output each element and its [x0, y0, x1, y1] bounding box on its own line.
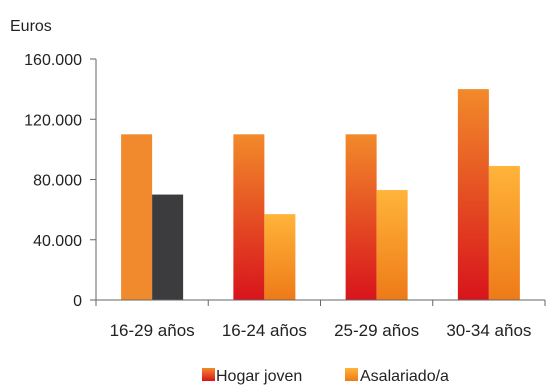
- y-tick-label: 120.000: [24, 112, 82, 129]
- bar-hogar-joven-4: [457, 89, 489, 300]
- bar-hogar-joven-3: [345, 134, 377, 300]
- bar-asalariado-3: [376, 190, 408, 300]
- x-category-label: 25-29 años: [334, 321, 419, 340]
- y-tick-label: 0: [73, 293, 82, 310]
- y-axis-unit-label: Euros: [10, 18, 52, 35]
- legend-label-hogar-joven: Hogar joven: [216, 368, 302, 385]
- bars-group: [121, 89, 520, 300]
- x-axis-labels: 16-29 años 16-24 años 25-29 años 30-34 años: [95, 300, 546, 340]
- bar-asalariado-1: [152, 194, 184, 300]
- bar-asalariado-2: [264, 214, 296, 300]
- y-tick-label: 40.000: [33, 233, 82, 250]
- y-axis-ticks: 0 40.000 80.000 120.000 160.000: [24, 52, 96, 310]
- x-category-label: 16-29 años: [110, 321, 195, 340]
- legend-swatch-asalariado: [345, 368, 358, 381]
- y-tick-label: 80.000: [33, 173, 82, 190]
- bar-asalariado-4: [488, 165, 520, 300]
- y-tick-label: 160.000: [24, 52, 82, 69]
- legend-swatch-hogar-joven: [202, 368, 215, 381]
- x-category-label: 30-34 años: [446, 321, 531, 340]
- bar-hogar-joven-2: [233, 134, 265, 300]
- bar-hogar-joven-1: [121, 134, 153, 300]
- legend-label-asalariado: Asalariado/a: [360, 368, 449, 385]
- legend: Hogar joven Asalariado/a: [202, 368, 449, 385]
- x-category-label: 16-24 años: [222, 321, 307, 340]
